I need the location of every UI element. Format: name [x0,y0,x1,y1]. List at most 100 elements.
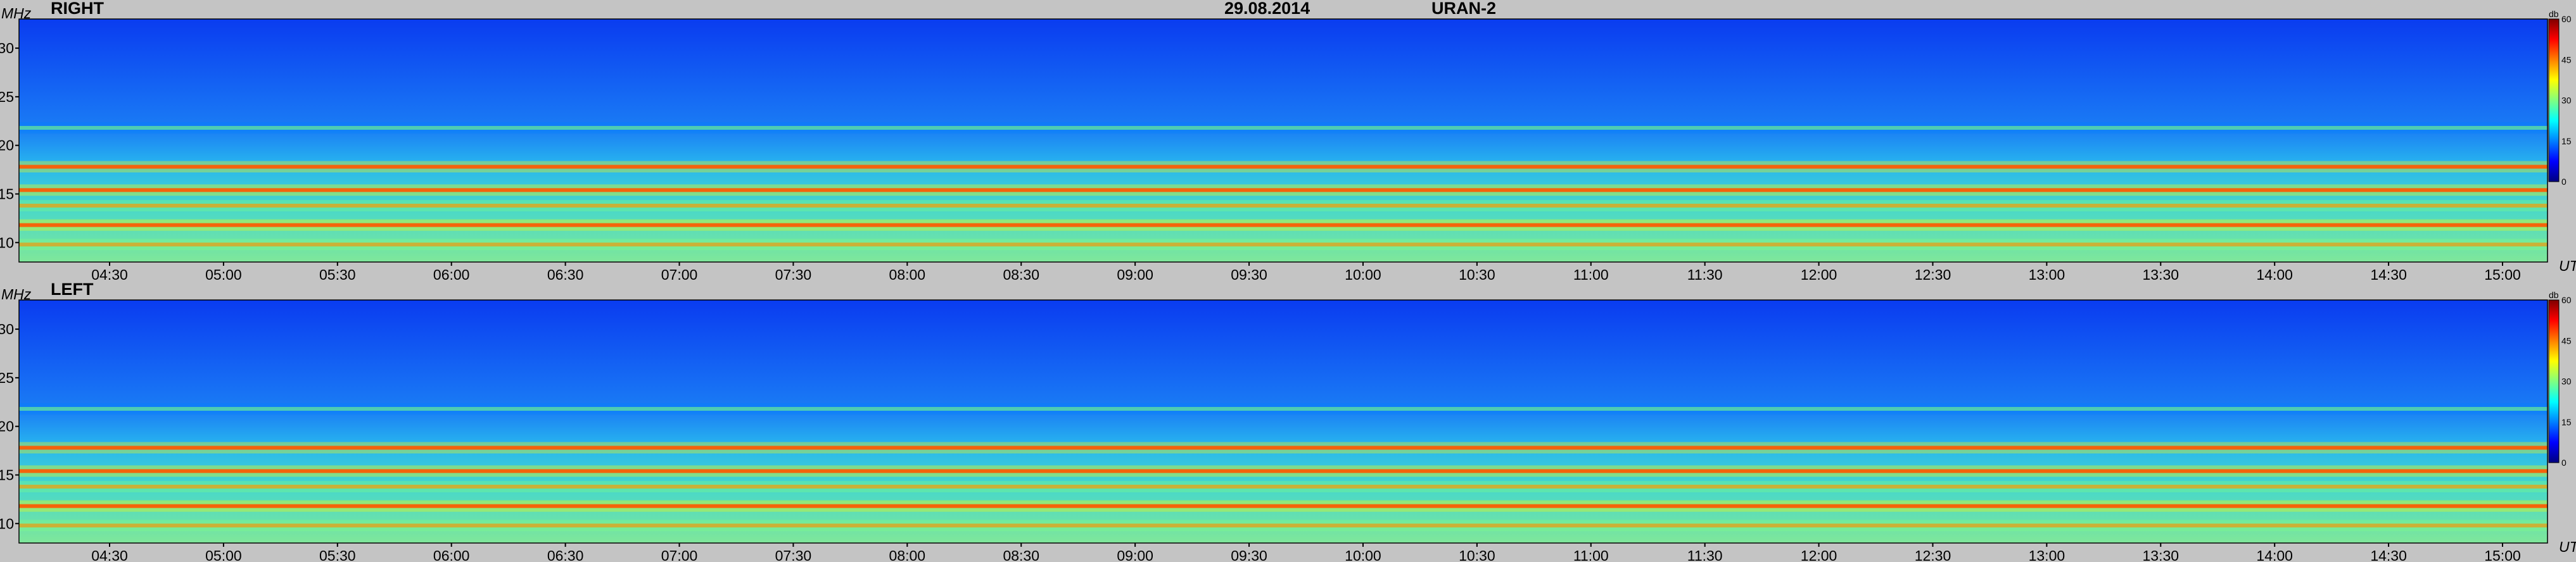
x-tick-label: 14:30 [2370,547,2407,562]
spectrogram-panel-1 [19,300,2547,543]
x-tick-label: 14:00 [2256,266,2293,283]
x-tick-label: 09:00 [1117,547,1153,562]
x-tick-label: 07:00 [661,547,698,562]
colorbar-tick-label: 0 [2561,458,2566,468]
colorbar-tick-label: 15 [2561,417,2572,427]
x-tick-label: 12:30 [1915,547,1951,562]
y-tick-label: 25 [0,89,14,105]
emission-band [19,188,2547,192]
colorbar [2548,299,2560,463]
x-tick-label: 04:30 [91,266,128,283]
y-tick-label: 25 [0,370,14,386]
spectrogram-panel-0 [19,19,2547,262]
x-tick-label: 15:00 [2484,266,2521,283]
emission-band-halo [19,465,2547,477]
plot-frame [18,299,2548,544]
x-tick-label: 09:00 [1117,266,1153,283]
emission-band-halo [19,122,2547,134]
colorbar-tick-label: 15 [2561,136,2572,146]
emission-band-halo [19,403,2547,415]
x-tick-label: 08:00 [889,547,926,562]
x-tick-label: 10:00 [1345,547,1381,562]
colorbar-unit-right: db [2549,9,2559,19]
panel-title-right: RIGHT [51,0,104,18]
y-tick-label: 15 [0,185,14,202]
emission-band [19,203,2547,208]
x-tick-label: 06:00 [433,266,470,283]
panel-title-left: LEFT [51,280,94,299]
emission-band-halo [19,219,2547,231]
colorbar-tick-label: 60 [2561,14,2572,24]
emission-band [19,223,2547,227]
x-tick-label: 13:00 [2029,266,2065,283]
x-tick-label: 14:00 [2256,547,2293,562]
x-tick-label: 05:30 [319,266,356,283]
x-tick-label: 11:30 [1687,547,1723,562]
colorbar-tick-label: 30 [2561,377,2572,387]
x-tick-label: 08:30 [1003,547,1039,562]
y-tick-label: 20 [0,137,14,154]
x-tick-label: 09:30 [1231,266,1267,283]
y-tick-label: 30 [0,40,14,56]
emission-band-halo [19,161,2547,173]
spectrogram-background [19,300,2547,543]
colorbar-tick-label: 45 [2561,54,2572,65]
emission-band-halo [19,500,2547,512]
x-tick-label: 09:30 [1231,547,1267,562]
x-tick-label: 10:00 [1345,266,1381,283]
x-tick-label: 04:30 [91,547,128,562]
spectrogram-background [19,19,2547,262]
x-tick-label: 12:00 [1801,266,1837,283]
x-tick-label: 13:30 [2143,547,2179,562]
emission-band [19,242,2547,247]
plot-frame [18,18,2548,263]
x-tick-label: 11:00 [1573,266,1609,283]
emission-band [19,504,2547,508]
emission-band [19,407,2547,411]
x-tick-label: 12:00 [1801,547,1837,562]
colorbar-tick-label: 0 [2561,177,2566,187]
y-tick-label: 15 [0,466,14,483]
x-tick-label: 14:30 [2370,266,2407,283]
emission-band [19,165,2547,169]
x-tick-label: 06:30 [547,266,584,283]
x-tick-label: 07:30 [775,266,812,283]
colorbar-tick-label: 45 [2561,335,2572,346]
emission-band-halo [19,239,2547,251]
x-tick-label: 10:30 [1459,266,1495,283]
x-tick-label: 06:00 [433,547,470,562]
colorbar-tick-label: 30 [2561,96,2572,106]
x-tick-label: 06:30 [547,547,584,562]
colorbar [2548,18,2560,182]
x-tick-label: 08:00 [889,266,926,283]
emission-band [19,484,2547,489]
emission-band-halo [19,199,2547,211]
xlabel-right: UT [2559,258,2576,274]
emission-band [19,126,2547,130]
emission-band-halo [19,480,2547,492]
emission-band [19,469,2547,473]
x-tick-label: 07:30 [775,547,812,562]
colorbar-unit-left: db [2549,290,2559,300]
y-tick-label: 30 [0,321,14,337]
colorbar-tick-label: 60 [2561,295,2572,305]
emission-band-halo [19,520,2547,532]
y-tick-label: 10 [0,515,14,532]
x-tick-label: 15:00 [2484,547,2521,562]
x-tick-label: 11:30 [1687,266,1723,283]
y-tick-label: 10 [0,234,14,251]
x-tick-label: 07:00 [661,266,698,283]
x-tick-label: 05:00 [205,266,242,283]
date-label: 29.08.2014 [1224,0,1310,18]
y-tick-label: 20 [0,418,14,435]
x-tick-label: 10:30 [1459,547,1495,562]
x-tick-label: 08:30 [1003,266,1039,283]
x-tick-label: 05:30 [319,547,356,562]
instrument-label: URAN-2 [1431,0,1497,18]
x-tick-label: 11:00 [1573,547,1609,562]
x-tick-label: 13:30 [2143,266,2179,283]
emission-band-halo [19,184,2547,196]
x-tick-label: 05:00 [205,547,242,562]
emission-band [19,446,2547,450]
